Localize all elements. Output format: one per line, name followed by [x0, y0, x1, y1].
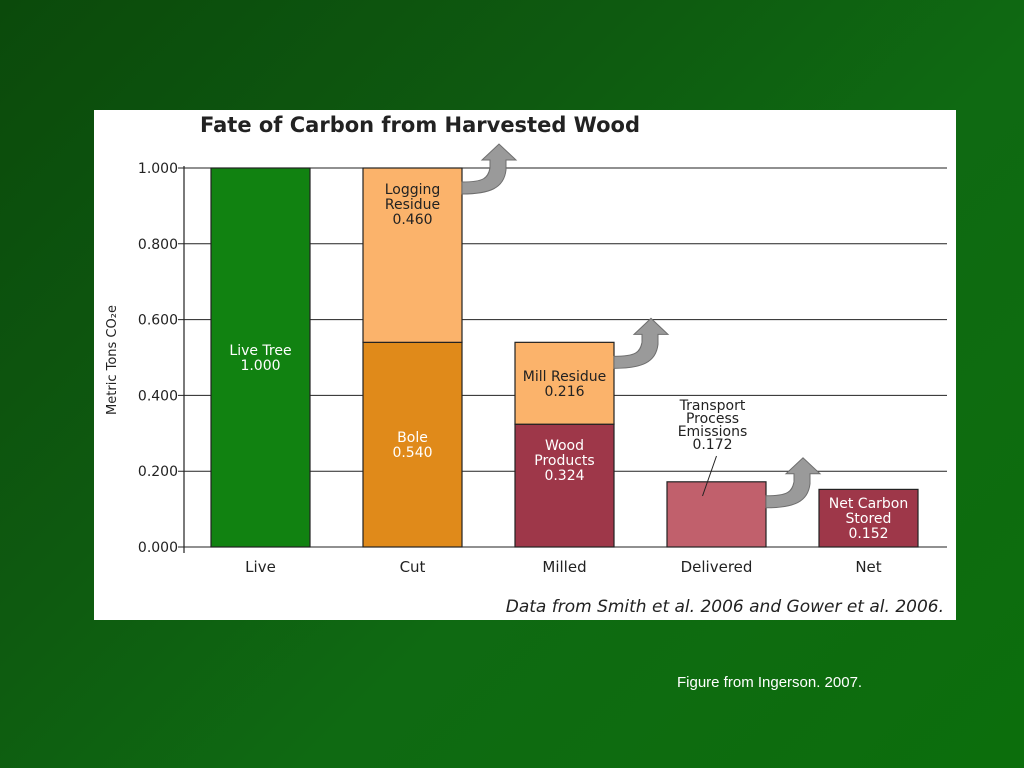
source-note: Data from Smith et al. 2006 and Gower et…: [506, 597, 944, 617]
bar-segment: [666, 481, 767, 548]
flow-arrow-icon: [765, 457, 822, 509]
segment-label: Bole: [397, 430, 428, 446]
segment-label: Logging: [385, 182, 441, 198]
y-tick-label: 0.200: [138, 464, 178, 480]
annotation-label: Emissions: [678, 424, 748, 440]
bar-segment: [514, 423, 615, 548]
x-tick-label: Cut: [400, 558, 426, 576]
segment-label: Residue: [385, 197, 440, 213]
chart-svg: Fate of Carbon from Harvested Wood Metri…: [105, 113, 947, 617]
segment-label: 1.000: [240, 358, 280, 374]
bar-segment: [362, 341, 463, 548]
chart-figure: Fate of Carbon from Harvested Wood Metri…: [94, 110, 956, 620]
bar-segment: [210, 167, 311, 548]
y-axis-label: Metric Tons CO₂e: [105, 305, 120, 415]
x-tick-label: Delivered: [681, 558, 753, 576]
segment-label: Live Tree: [229, 343, 291, 359]
bars-layer: [210, 143, 919, 548]
segment-label: 0.460: [392, 212, 432, 228]
x-tick-label: Net: [855, 558, 881, 576]
figure-caption: Figure from Ingerson. 2007.: [677, 674, 863, 691]
segment-label: Net Carbon: [829, 496, 908, 512]
segment-label: 0.152: [848, 526, 888, 542]
x-tick-label: Milled: [542, 558, 586, 576]
segment-label: 0.540: [392, 445, 432, 461]
bar-segment: [818, 488, 919, 548]
segment-label: 0.216: [544, 384, 584, 400]
segment-label: 0.324: [544, 468, 584, 484]
y-tick-label: 0.400: [138, 388, 178, 404]
flow-arrow-icon: [613, 317, 670, 369]
y-tick-label: 1.000: [138, 161, 178, 177]
annotation-label: Process: [686, 411, 739, 427]
y-tick-label: 0.000: [138, 540, 178, 556]
segment-label: Products: [534, 453, 594, 469]
annotation-pointer: [702, 455, 717, 497]
labels-layer: 0.000 0.200 0.400 0.600 0.800 1.000 Live Cut Mil…: [138, 161, 908, 576]
segment-label: Stored: [846, 511, 892, 527]
annotation-label: Transport: [679, 398, 746, 414]
bar-segment: [514, 341, 615, 425]
flow-arrow-icon: [461, 143, 518, 195]
y-tick-label: 0.600: [138, 313, 178, 329]
chart-title: Fate of Carbon from Harvested Wood: [200, 113, 640, 137]
y-tick-label: 0.800: [138, 237, 178, 253]
segment-label: Wood: [545, 438, 584, 454]
bar-segment: [362, 167, 463, 343]
segment-label: Mill Residue: [523, 369, 606, 385]
x-tick-label: Live: [245, 558, 276, 576]
annotation-label: 0.172: [692, 437, 732, 453]
